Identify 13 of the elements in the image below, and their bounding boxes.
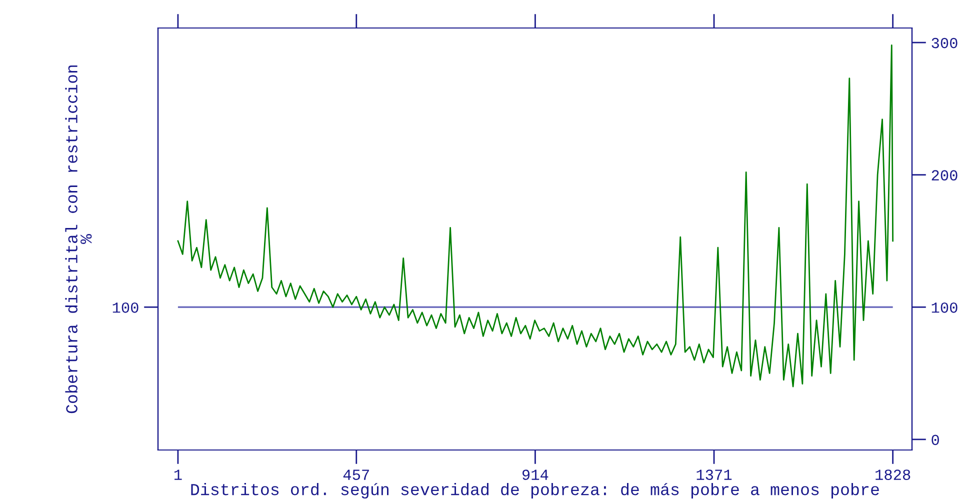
x-axis-title: Distritos ord. según severidad de pobreza: de más pobre a menos pobre (191, 482, 879, 499)
line-series (177, 44, 894, 388)
y-tick-label: 200 (932, 170, 958, 181)
x-tick-label: 457 (343, 470, 369, 480)
y-tick-label: 0 (932, 434, 939, 446)
x-tick-label: 1 (174, 470, 182, 480)
y-axis-title: Cobertura distrital con restriccion % (65, 65, 92, 414)
y-tick-label: 100 (932, 302, 958, 313)
y-tick-label: 300 (932, 38, 958, 48)
x-tick-label: 1828 (876, 470, 910, 480)
ref-line-label: 100 (112, 302, 138, 313)
x-tick-label: 1371 (696, 470, 732, 480)
x-tick-label: 914 (522, 470, 548, 480)
